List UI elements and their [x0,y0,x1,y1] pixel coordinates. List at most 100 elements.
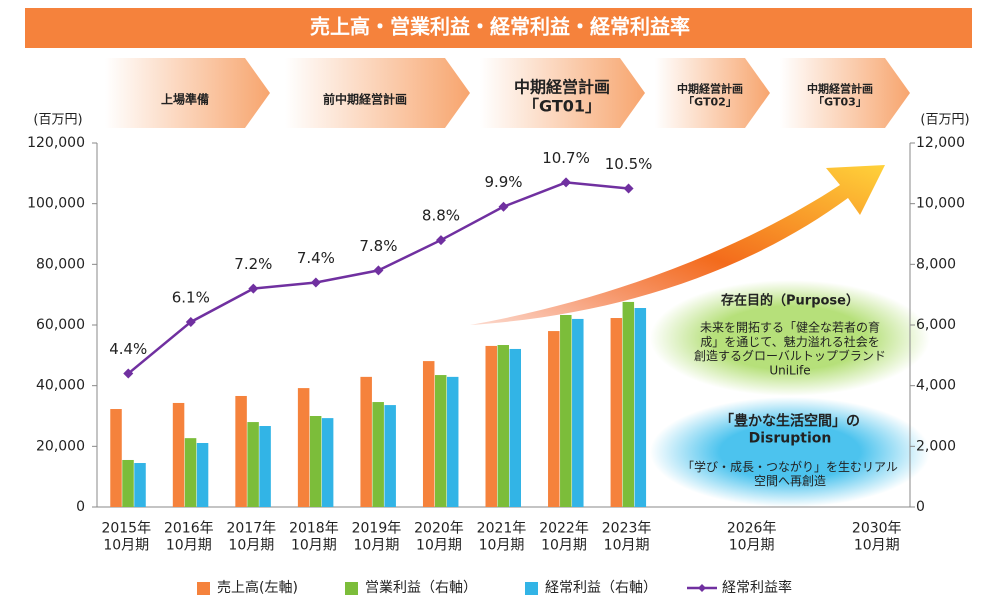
data-label: 7.8% [359,237,397,255]
bar [172,402,185,507]
data-label: 7.4% [297,249,335,267]
phase-arrow [480,58,645,128]
y-tick-label: 60,000 [36,317,85,333]
bar [560,314,572,507]
phase-label: 上場準備 [161,92,209,107]
legend-swatch [525,582,538,595]
bar [372,402,384,507]
annotation-text: 未来を開拓する「健全な若者の育成」を通じて、魅力溢れる社会を創造するグローバルト… [694,319,886,377]
line-marker [310,277,321,288]
bar [134,463,146,507]
bar [446,376,459,507]
data-label: 7.2% [234,255,272,273]
bar [572,318,584,507]
disruption-glow [650,397,930,507]
bar [622,301,635,507]
y2-tick-label: 6,000 [916,317,956,333]
y-tick-label: 40,000 [36,378,85,394]
data-label: 6.1% [172,288,210,306]
x-tick-label: 2030年 10月期 [852,521,902,554]
bar [321,418,334,507]
data-label: 10.5% [605,155,653,173]
x-tick-label: 2017年 10月期 [227,521,277,554]
y-tick-label: 0 [76,499,85,515]
phase-label: 前中期経営計画 [323,92,407,107]
bar [196,442,209,507]
title-bar [25,8,972,48]
phase-arrow [105,58,270,128]
phase-label: 中期経営計画「GT03」 [807,81,873,108]
growth-arrow [470,165,885,325]
annotation-title: 存在目的（Purpose） [721,293,859,309]
legend-label: 経常利益（右軸） [545,580,657,596]
bar [360,376,372,507]
bar [259,426,271,507]
bar [548,331,560,507]
y-axis-unit: (百万円) [33,113,82,128]
x-tick-label: 2020年 10月期 [414,521,464,554]
bar [247,422,259,507]
bar [509,348,521,507]
line-marker [373,265,384,276]
bar [184,438,197,507]
y-tick-label: 20,000 [36,438,85,454]
legend-swatch [698,584,706,592]
x-tick-label: 2026年 10月期 [727,521,777,554]
legend-label: 経常利益率 [722,579,792,596]
bar [110,409,122,507]
bar [122,459,134,507]
legend-swatch [197,582,210,595]
x-tick-label: 2019年 10月期 [352,521,402,554]
y2-tick-label: 2,000 [916,438,956,454]
y2-tick-label: 4,000 [916,378,956,394]
phase-label: 中期経営計画「GT02」 [677,81,743,108]
y-tick-label: 120,000 [27,135,85,151]
legend-label: 営業利益（右軸） [365,580,477,596]
bar [497,345,509,507]
x-tick-label: 2021年 10月期 [477,521,527,554]
bar [485,345,497,507]
x-tick-label: 2018年 10月期 [289,521,339,554]
data-label: 9.9% [484,173,522,191]
x-tick-label: 2015年 10月期 [101,521,151,554]
line-marker [185,316,196,327]
data-label: 10.7% [542,149,590,167]
y2-tick-label: 12,000 [916,135,965,151]
y-tick-label: 100,000 [27,196,85,212]
phase-arrow [285,58,470,128]
y2-tick-label: 0 [916,499,925,515]
y-tick-label: 80,000 [36,256,85,272]
annotation-title: 「豊かな生活空間」の Disruption [720,413,860,447]
y2-axis-unit: (百万円) [920,113,969,128]
line-marker [435,235,446,246]
legend-swatch [345,582,358,595]
data-label: 4.4% [109,340,147,358]
x-tick-label: 2022年 10月期 [539,521,589,554]
line-marker [498,201,509,212]
line-marker [248,283,259,294]
bar [297,388,310,507]
legend-label: 売上高(左軸) [217,579,298,596]
phase-arrow [655,58,770,128]
bar [384,405,396,507]
bar [434,375,447,507]
y2-tick-label: 8,000 [916,256,956,272]
phase-arrow [780,58,910,128]
annotation-text: 「学び・成長・つながり」を生むリアル空間へ再創造 [682,458,898,487]
bar [422,361,435,507]
phase-label: 中期経営計画「GT01」 [514,77,610,115]
bar [610,318,623,507]
line-marker [623,183,634,194]
data-label: 8.8% [422,207,460,225]
phase-arrows [105,58,910,128]
bar [309,416,322,507]
line-marker [123,368,134,379]
bar [634,308,647,507]
x-tick-label: 2023年 10月期 [602,521,652,554]
line-marker [561,177,572,188]
chart-title: 売上高・営業利益・経常利益・経常利益率 [310,15,690,39]
y2-tick-label: 10,000 [916,196,965,212]
purpose-glow [650,280,930,396]
